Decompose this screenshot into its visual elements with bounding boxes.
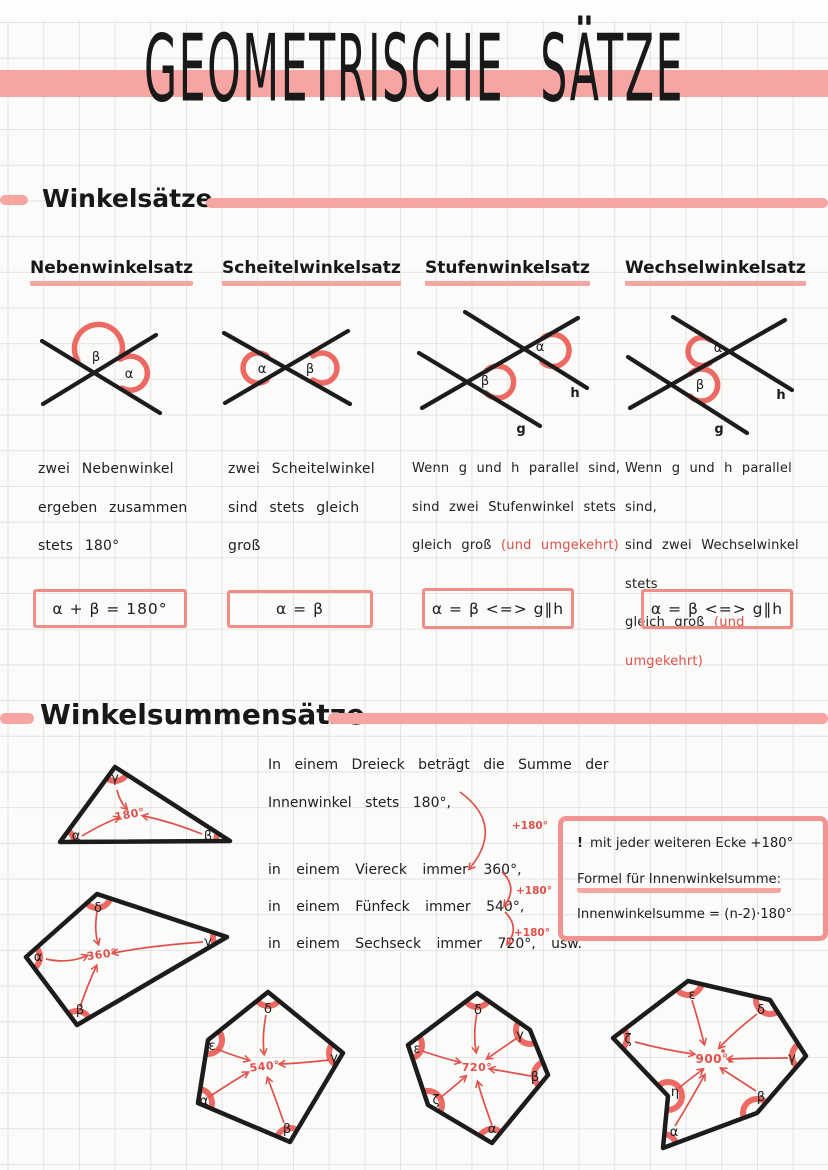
formula-box-stufenwinkel: α = β <=> g‖h: [422, 588, 574, 629]
line-label-g: g: [516, 422, 525, 437]
plus180-label: +180°: [512, 820, 548, 832]
angle-label-delta: δ: [94, 901, 102, 916]
quadrilateral-diagram: δ γ α β 360°: [23, 891, 230, 1028]
angle-label-alpha: α: [258, 362, 267, 377]
plus180-label: +180°: [516, 885, 552, 897]
angle-label-eta: η: [671, 1085, 679, 1100]
page-title: GEOMETRISCHE SÄTZE: [143, 16, 685, 124]
line-label-g: g: [714, 422, 723, 437]
exclamation-icon: !: [577, 836, 584, 851]
heading-dash-left: [0, 195, 28, 205]
formula-box-scheitelwinkel: α = β: [227, 590, 373, 628]
angle-label-beta: β: [306, 362, 314, 377]
desc-scheitelwinkel: zwei Scheitelwinkel sind stets gleich gr…: [228, 461, 375, 554]
line-label-h: h: [570, 386, 579, 401]
plus180-label: +180°: [514, 927, 550, 939]
angle-label-epsilon: ε: [688, 988, 695, 1003]
innenwinkel-formula: Innenwinkelsumme = (n-2)·180°: [577, 907, 793, 922]
angle-label-alpha: α: [670, 1125, 679, 1140]
angle-label-beta: β: [481, 374, 489, 389]
sum-label-360: 360°: [86, 946, 118, 963]
angle-label-zeta: ζ: [432, 1093, 439, 1108]
angle-label-alpha: α: [125, 367, 134, 382]
angle-label-alpha: α: [34, 950, 43, 965]
angle-label-beta: β: [531, 1070, 539, 1085]
dreieck-paragraph: In einem Dreieck beträgt die Summe der I…: [268, 757, 609, 811]
formula-box-wechselwinkel: α = β <=> g‖h: [641, 589, 793, 629]
wechselwinkel-diagram: α β g h: [625, 314, 795, 437]
col-title-nebenwinkelsatz: Nebenwinkelsatz: [30, 258, 194, 286]
desc-wechselwinkel: Wenn g und h parallel sind, sind zwei We…: [625, 461, 799, 669]
angle-label-alpha: α: [200, 1094, 209, 1109]
angle-label-epsilon: ε: [413, 1042, 420, 1057]
line-label-h: h: [776, 388, 785, 403]
angle-label-beta: β: [696, 378, 704, 393]
angle-label-beta: β: [757, 1090, 765, 1105]
scheitelwinkel-diagram: α β: [221, 328, 353, 407]
stufenwinkel-diagram: α β g h: [416, 309, 590, 437]
sum-label-720: 720°: [462, 1061, 492, 1074]
angle-label-beta: β: [76, 1003, 84, 1018]
formula-caption: Formel für Innenwinkelsumme:: [577, 871, 782, 893]
angle-label-epsilon: ε: [208, 1039, 215, 1054]
sum-label-540: 540°: [249, 1058, 281, 1074]
angle-label-beta: β: [92, 350, 100, 365]
angle-label-gamma: γ: [516, 1028, 524, 1043]
innenwinkel-note-box: ! mit jeder weiteren Ecke +180° Formel fü…: [558, 816, 828, 941]
heading-dash-left-2: [0, 713, 34, 724]
triangle-diagram: γ α β 180°: [57, 764, 233, 845]
angle-label-gamma: γ: [330, 1051, 338, 1066]
angle-label-delta: δ: [757, 1003, 765, 1018]
angle-label-delta: δ: [474, 1003, 482, 1018]
polygon-list: in einem Viereck immer 360°, in einem Fü…: [268, 862, 582, 952]
hexagon-diagram: δ γ β α ζ ε 720°: [405, 990, 551, 1146]
angle-label-alpha: α: [536, 340, 545, 355]
pentagon-diagram: δ ε α β γ 540°: [195, 989, 346, 1145]
page-top-margin: [0, 0, 828, 21]
desc-nebenwinkel: zwei Nebenwinkel ergeben zusammen stets …: [38, 461, 188, 554]
sum-label-900: 900°: [695, 1052, 728, 1066]
sum-label-180: 180°: [114, 805, 146, 823]
angle-label-zeta: ζ: [624, 1032, 631, 1047]
col-title-stufenwinkelsatz: Stufenwinkelsatz: [425, 258, 590, 286]
angle-label-delta: δ: [264, 1002, 272, 1017]
desc-stufenwinkel: Wenn g und h parallel sind, sind zwei St…: [412, 461, 621, 553]
nebenwinkel-diagram: β α: [39, 321, 163, 416]
angle-label-gamma: γ: [788, 1051, 796, 1066]
angle-label-alpha: α: [72, 829, 81, 844]
heptagon-diagram: ε δ ζ γ β η α 900°: [610, 978, 809, 1151]
section-heading-winkelsaetze: Winkelsätze: [42, 184, 213, 213]
heading-bar-right-2: [328, 713, 828, 724]
angle-label-alpha: α: [714, 341, 723, 356]
angle-label-gamma: γ: [204, 935, 212, 950]
section-heading-winkelsummen: Winkelsummensätze: [40, 698, 365, 731]
plus180-braces: +180° +180° +180°: [459, 791, 552, 955]
red-note: (und umgekehrt): [501, 538, 619, 553]
col-title-scheitelwinkelsatz: Scheitelwinkelsatz: [222, 258, 401, 286]
angle-label-gamma: γ: [111, 771, 119, 786]
angle-label-beta: β: [283, 1122, 291, 1137]
heading-bar-right: [206, 198, 828, 208]
angle-label-alpha: α: [488, 1122, 497, 1137]
col-title-wechselwinkelsatz: Wechselwinkelsatz: [625, 258, 806, 286]
formula-box-nebenwinkel: α + β = 180°: [33, 589, 187, 628]
title-highlight-bar: [0, 70, 828, 97]
angle-label-beta: β: [204, 829, 212, 844]
